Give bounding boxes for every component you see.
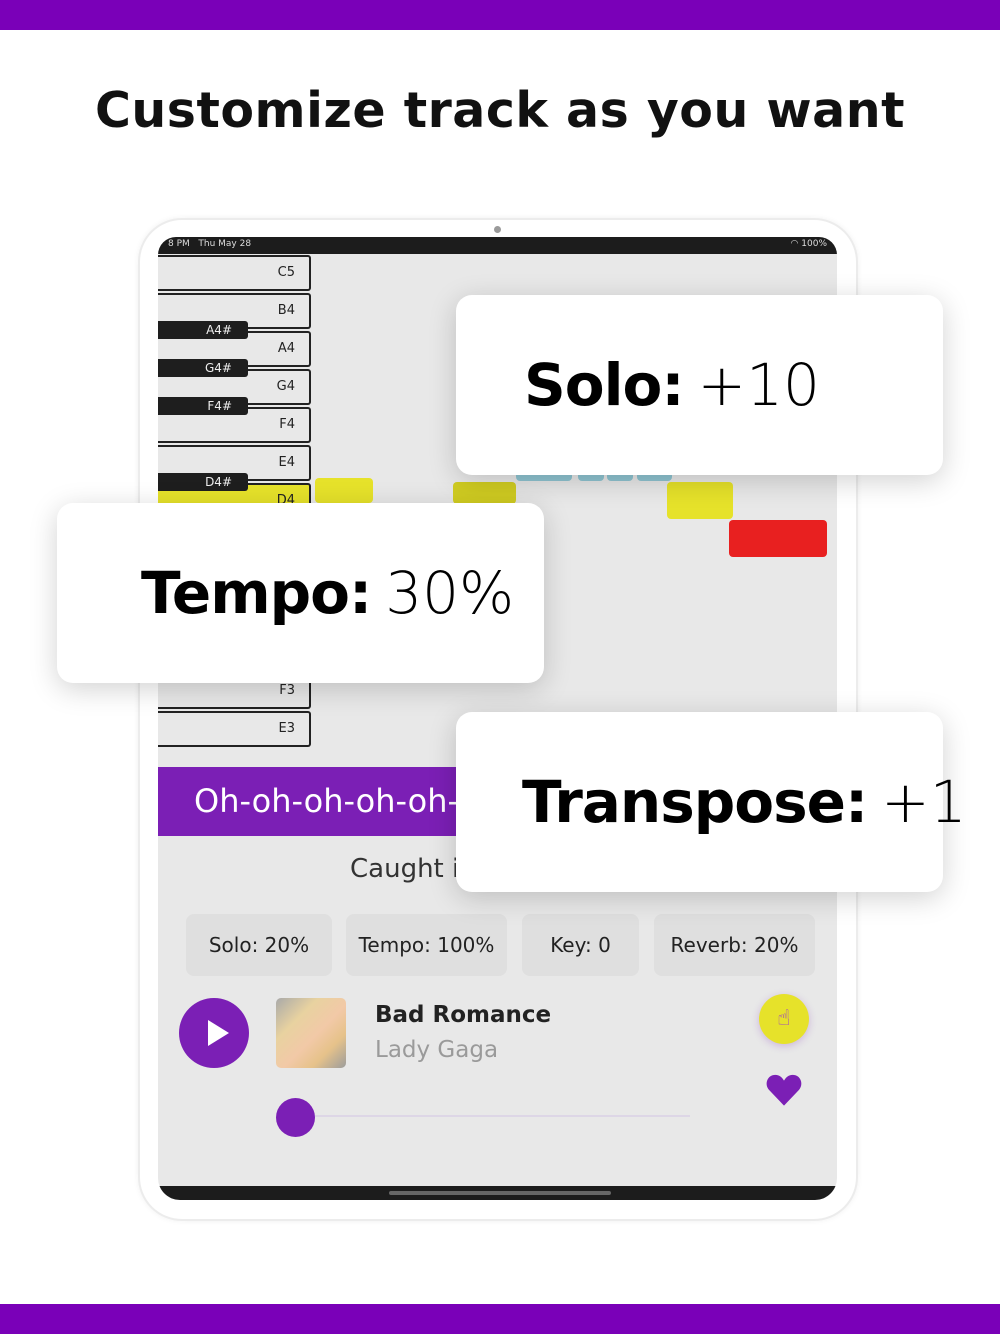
tempo-chip[interactable]: Tempo: 100% [346,914,507,976]
piano-key-d4-sharp[interactable]: D4# [158,473,248,491]
note-yellow [315,478,373,503]
camera-dot [494,226,501,233]
piano-key-g4-sharp[interactable]: G4# [158,359,248,377]
wifi-icon: ◠ [790,239,799,249]
key-chip[interactable]: Key: 0 [522,914,639,976]
progress-track[interactable] [296,1115,690,1117]
play-button[interactable] [179,998,249,1068]
solo-card: Solo: +10 [456,295,943,475]
status-bar: 8 PM Thu May 28 ◠ 100% [158,237,837,254]
reverb-chip[interactable]: Reverb: 20% [654,914,815,976]
transpose-card-value: +1 [881,768,967,836]
artist-name: Lady Gaga [375,1037,499,1063]
solo-card-value: +10 [697,351,820,419]
battery-level: 100% [801,239,827,249]
piano-key-a4-sharp[interactable]: A4# [158,321,248,339]
transpose-card: Transpose: +1 [456,712,967,892]
solo-card-label: Solo: [524,351,685,419]
headline: Customize track as you want [94,82,906,139]
bottom-brand-bar [0,1304,1000,1334]
touch-icon: ☝ [777,1006,791,1031]
top-brand-bar [0,0,1000,30]
transpose-card-label: Transpose: [522,768,868,836]
tempo-card-label: Tempo: [141,559,372,627]
note-yellow [453,482,516,504]
touch-button[interactable]: ☝ [759,994,809,1044]
note-yellow [667,482,733,519]
tempo-card-value: 30% [385,559,515,627]
note-red [729,520,827,557]
piano-key-c5[interactable]: C5 [158,255,311,291]
album-art [276,998,346,1068]
heart-icon[interactable] [764,1069,804,1109]
next-lyric: Caught i [350,854,460,884]
progress-knob[interactable] [276,1098,315,1137]
tempo-card: Tempo: 30% [57,503,544,683]
piano-key-f4-sharp[interactable]: F4# [158,397,248,415]
solo-chip[interactable]: Solo: 20% [186,914,332,976]
status-date: Thu May 28 [198,239,252,249]
piano-key-e3[interactable]: E3 [158,711,311,747]
song-title: Bad Romance [375,1002,552,1028]
status-time: 8 PM [168,239,190,249]
home-indicator[interactable] [389,1191,611,1195]
